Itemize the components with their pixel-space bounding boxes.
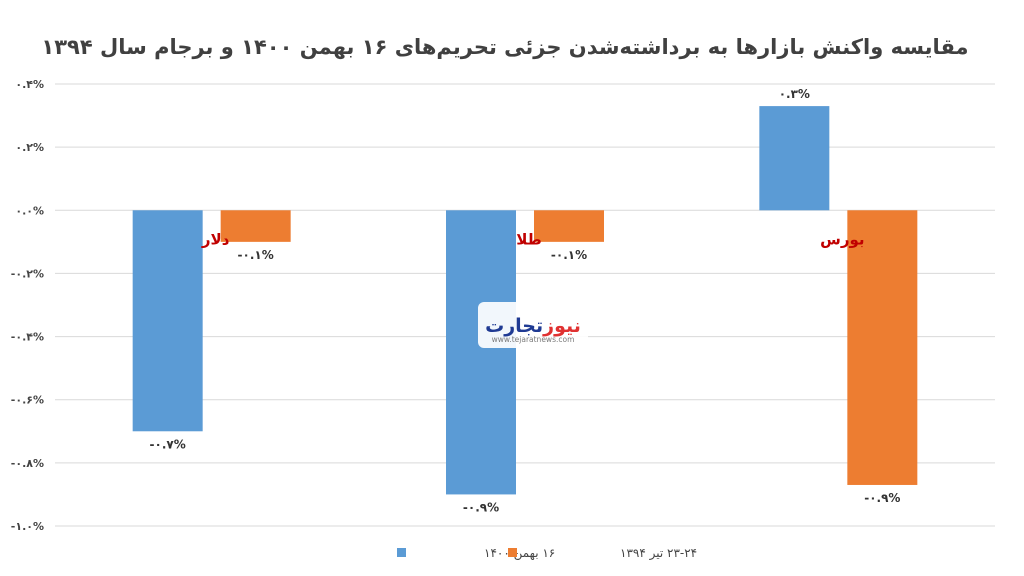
bar-1-3 (759, 106, 830, 211)
watermark-name: نیوزتجارت (485, 315, 581, 337)
bar-1-1 (132, 210, 203, 432)
watermark-url: www.tejaratnews.com (492, 335, 575, 344)
data-label: -۰.۱% (551, 248, 587, 262)
data-label: -۰.۹% (463, 500, 499, 514)
bar-2-1 (220, 210, 291, 242)
watermark-background (478, 302, 588, 348)
chart-title: مقایسه واکنش بازارها به برداشته‌شدن جزئی… (41, 35, 968, 59)
y-tick-label: -۰.۶% (11, 394, 44, 407)
bar-2-3 (847, 210, 918, 485)
bar-1-2 (446, 210, 516, 495)
y-axis-ticks: ۰.۴% ۰.۲% ۰.۰% -۰.۲% -۰.۴% -۰.۶% -۰.۸% -۱.۰% (11, 78, 44, 533)
legend-swatch-series-1 (397, 548, 406, 557)
watermark-logo: نیوزتجارت www.tejaratnews.com (478, 302, 588, 348)
y-tick-label: -۱.۰% (11, 520, 44, 533)
y-tick-label: -۰.۲% (11, 267, 44, 280)
y-tick-label: ۰.۰% (15, 204, 44, 217)
watermark-name-part2: نیوز (542, 315, 581, 337)
legend-label-series-1: ۱۶ بهمن ۱۴۰۰ (484, 546, 555, 561)
legend: ۱۶ بهمن ۱۴۰۰ ۲۳-۲۴ تیر ۱۳۹۴ (397, 546, 697, 561)
legend-label-series-2: ۲۳-۲۴ تیر ۱۳۹۴ (620, 546, 697, 561)
watermark-name-part1: تجارت (485, 315, 543, 337)
y-tick-label: ۰.۲% (15, 141, 44, 154)
y-tick-label: ۰.۴% (15, 78, 44, 91)
y-tick-label: -۰.۴% (11, 331, 44, 344)
category-labels: دلار طلا بورس (201, 230, 865, 248)
bars (132, 106, 918, 495)
data-label: ۰.۳% (779, 87, 810, 101)
category-label: طلا (516, 230, 542, 248)
legend-swatch-series-2 (508, 548, 517, 557)
data-label: -۰.۹% (864, 491, 900, 505)
category-label: دلار (201, 230, 230, 248)
category-label: بورس (820, 230, 864, 248)
bar-2-2 (534, 210, 604, 242)
data-label: -۰.۱% (238, 248, 274, 262)
data-labels: -۰.۷% -۰.۱% -۰.۹% -۰.۱% ۰.۳% -۰.۹% (150, 87, 901, 514)
data-label: -۰.۷% (150, 437, 186, 451)
y-tick-label: -۰.۸% (11, 457, 44, 470)
